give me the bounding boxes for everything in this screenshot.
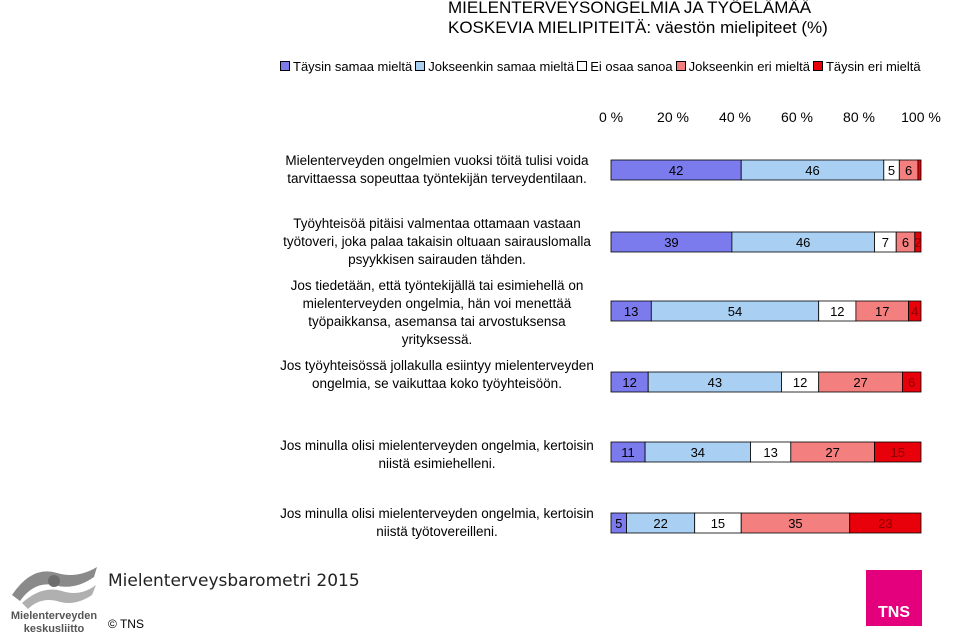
data-label: 6 [908, 375, 915, 390]
x-tick-label: 100 % [901, 109, 941, 125]
x-tick-label: 60 % [781, 109, 813, 125]
data-label: 12 [830, 304, 844, 319]
bar-segment [874, 441, 922, 463]
footer-brand: Mielenterveysbarometri 2015 [108, 571, 360, 591]
data-label: 22 [653, 516, 667, 531]
chart-title-line2: KOSKEVIA MIELIPITEITÄ: väestön mielipite… [448, 18, 828, 37]
data-label: 43 [708, 375, 722, 390]
bar-segment [914, 231, 922, 253]
copyright-text: © TNS [108, 617, 144, 631]
category-label: Työyhteisöä pitäisi valmentaa ottamaan v… [283, 216, 591, 267]
legend-item: Ei osaa sanoa [577, 58, 673, 74]
x-tick-label: 0 % [599, 109, 623, 125]
data-label: 54 [728, 304, 742, 319]
chart-title: MIELENTERVEYSONGELMIA JA TYÖELÄMÄÄ KOSKE… [448, 0, 828, 38]
data-label: 17 [875, 304, 889, 319]
data-label: 46 [796, 235, 810, 250]
category-label: Jos työyhteisössä jollakulla esiintyy mi… [280, 358, 594, 391]
legend-item: Täysin eri mieltä [812, 58, 921, 74]
legend-label: Täysin eri mieltä [825, 58, 921, 74]
x-tick-label: 80 % [843, 109, 875, 125]
data-label: 12 [793, 375, 807, 390]
data-label: 7 [882, 235, 889, 250]
category-label: Jos minulla olisi mielenterveyden ongelm… [280, 438, 594, 471]
logo-left-line2: keskusliitto [23, 623, 85, 635]
data-label: 5 [615, 516, 622, 531]
category-label: Jos minulla olisi mielenterveyden ongelm… [280, 506, 594, 539]
chart-title-line1: MIELENTERVEYSONGELMIA JA TYÖELÄMÄÄ [448, 0, 812, 17]
data-label: 13 [763, 445, 777, 460]
data-label: 34 [691, 445, 705, 460]
legend-label: Jokseenkin samaa mieltä [428, 58, 575, 74]
data-label: 42 [669, 163, 683, 178]
data-label: 11 [621, 445, 635, 460]
handshake-logo-icon [12, 567, 97, 609]
legend-label: Täysin samaa mieltä [293, 58, 413, 74]
data-label: 27 [853, 375, 867, 390]
data-label: 15 [891, 445, 905, 460]
data-label: 5 [888, 163, 895, 178]
data-label: 6 [902, 235, 909, 250]
data-label: 4 [911, 304, 918, 319]
category-label: Jos tiedetään, että työntekijällä tai es… [290, 278, 584, 347]
bar-segment [917, 159, 922, 181]
bar-segment [849, 512, 922, 534]
data-label: 46 [805, 163, 819, 178]
x-tick-label: 20 % [657, 109, 689, 125]
tns-logo-text: TNS [878, 604, 910, 621]
logo-left-text: Mielenterveyden keskusliitto [2, 610, 106, 636]
logo-left-line1: Mielenterveyden [10, 610, 98, 622]
x-tick-label: 40 % [719, 109, 751, 125]
legend-swatch [675, 61, 686, 71]
legend-swatch [812, 61, 823, 71]
data-label: 12 [622, 375, 636, 390]
data-label: 35 [788, 516, 802, 531]
legend-item: Täysin samaa mieltä [280, 59, 412, 74]
data-label: 27 [825, 445, 839, 460]
legend-item: Jokseenkin eri mieltä [675, 58, 810, 74]
tns-logo: TNS [866, 570, 922, 626]
legend-label: Jokseenkin eri mieltä [688, 58, 810, 74]
bar-segment [908, 300, 922, 322]
legend-swatch [577, 61, 588, 71]
data-label: 2 [914, 235, 921, 250]
legend-item: Jokseenkin samaa mieltä [415, 59, 574, 74]
legend-label: Ei osaa sanoa [590, 58, 673, 74]
legend-swatch [280, 61, 290, 71]
data-label: 6 [905, 163, 912, 178]
data-label: 15 [711, 516, 725, 531]
legend-swatch [415, 61, 426, 71]
data-label: 13 [624, 304, 638, 319]
mielenterveyden-keskusliitto-logo [2, 555, 106, 640]
data-label: 23 [878, 516, 892, 531]
chart-legend: Täysin samaa mieltä Jokseenkin samaa miel… [280, 58, 924, 74]
category-label: Mielenterveyden ongelmien vuoksi töitä t… [285, 153, 589, 186]
bar-segment [902, 371, 922, 393]
data-label: 39 [664, 235, 678, 250]
